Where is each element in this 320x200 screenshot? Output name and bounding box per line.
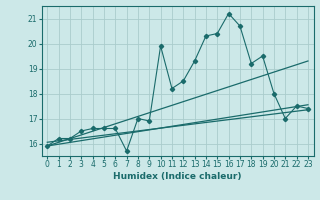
X-axis label: Humidex (Indice chaleur): Humidex (Indice chaleur) — [113, 172, 242, 181]
